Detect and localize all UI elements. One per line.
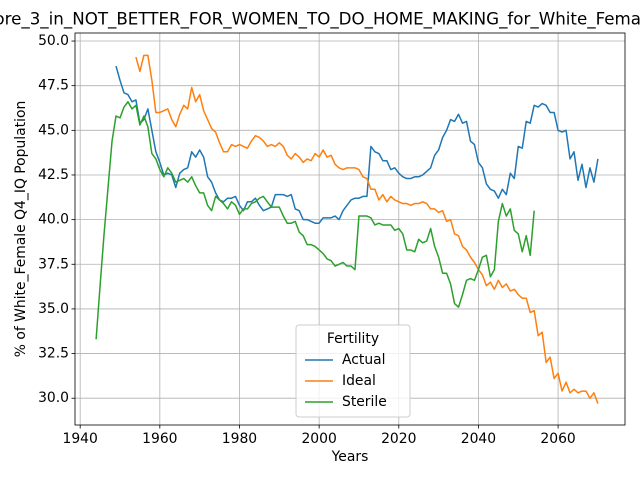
y-tick-label: 45.0: [38, 122, 69, 138]
legend-box: [295, 324, 411, 418]
y-tick-label: 37.5: [38, 256, 69, 272]
x-tick-label: 2060: [540, 431, 575, 447]
y-tick-label: 42.5: [38, 167, 69, 183]
x-axis-label: Years: [331, 449, 369, 465]
legend-label: Actual: [342, 352, 386, 368]
legend-label: Ideal: [342, 373, 376, 389]
y-tick-label: 35.0: [38, 301, 69, 317]
x-tick-label: 1960: [142, 431, 177, 447]
chart-title: ore_3_in_NOT_BETTER_FOR_WOMEN_TO_DO_HOME…: [0, 9, 640, 30]
legend-title: Fertility: [327, 331, 379, 347]
axes-frame: [74, 32, 626, 426]
y-tick-label: 32.5: [38, 346, 69, 362]
data-line: [95, 101, 535, 340]
x-tick-label: 1980: [222, 431, 257, 447]
x-tick-label: 2020: [381, 431, 416, 447]
y-tick-label: 40.0: [38, 212, 69, 228]
y-tick-label: 47.5: [38, 78, 69, 94]
data-line: [135, 54, 599, 404]
data-line: [115, 65, 599, 224]
x-tick-label: 2040: [461, 431, 496, 447]
x-tick-label: 2000: [301, 431, 336, 447]
y-tick-label: 50.0: [38, 33, 69, 49]
x-tick-label: 1940: [62, 431, 97, 447]
legend: Fertility Actual Ideal Sterile: [295, 324, 411, 418]
legend-label: Sterile: [342, 394, 387, 410]
y-tick-label: 30.0: [38, 390, 69, 406]
y-axis-label: % of White_Female Q4_IQ Population: [13, 101, 29, 358]
